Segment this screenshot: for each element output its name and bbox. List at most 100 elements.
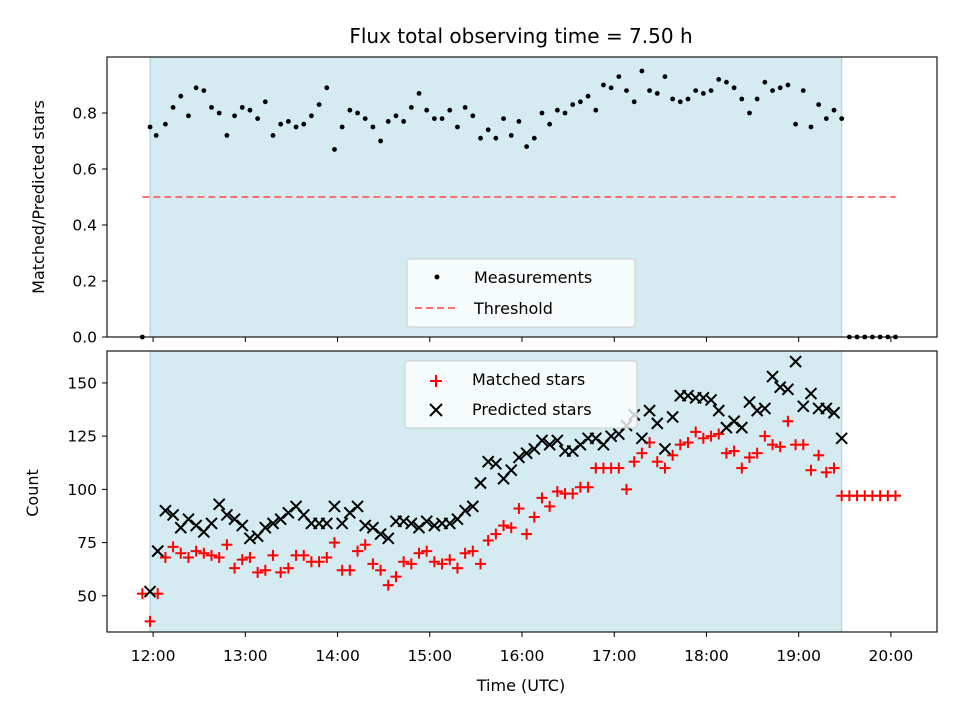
measurement-point [301,121,307,127]
matched-point [190,545,202,557]
measurement-point [478,135,483,141]
x-tick-label: 14:00 [315,647,360,665]
predicted-point [797,400,810,413]
legend-matched-label: Matched stars [472,370,585,389]
top-legend-box [406,258,636,328]
matched-point [252,566,264,578]
matched-point [536,492,548,504]
measurement-point [524,144,530,150]
measurement-point [570,102,576,107]
measurement-point [401,119,407,124]
matched-point [229,562,241,574]
matched-point [206,549,218,561]
measurement-point [601,82,606,88]
matched-point [152,588,164,600]
measurement-point [385,119,391,124]
measurement-point [485,127,491,133]
predicted-point [351,500,364,513]
matched-point [743,451,755,463]
legend-measurements-label: Measurements [474,268,592,287]
predicted-point [835,432,848,445]
predicted-point [551,434,564,447]
matched-point [144,615,156,627]
measurement-point [716,77,722,82]
x-tick-label: 12:00 [131,647,176,665]
measurement-point [462,105,468,110]
predicted-point [466,500,480,513]
predicted-point [166,508,180,522]
measurement-point [777,85,783,91]
predicted-point [236,519,249,532]
predicted-point [697,391,710,405]
measurement-point [554,107,560,113]
measurement-point [262,99,268,105]
measurement-point [639,68,645,74]
measurement-point [693,88,699,93]
matched-point [751,447,763,459]
matched-point [628,456,640,468]
matched-point [505,522,517,534]
measurement-point [278,121,284,127]
matched-point [352,545,364,557]
measurement-point [685,96,691,102]
measurement-point [593,107,599,113]
bottom-y-tick-label: 150 [67,374,97,392]
matched-point [198,547,210,559]
matched-point [282,562,294,574]
measurement-point [747,110,752,116]
predicted-point [658,442,672,456]
predicted-point [666,410,679,424]
predicted-point [481,455,495,468]
measurement-point [393,113,399,119]
measurement-point [823,116,829,121]
predicted-point [651,417,664,430]
measurement-point [816,102,822,107]
bottom-marks [136,355,901,627]
measurement-point [585,93,591,99]
matched-point [275,566,287,578]
matched-point [159,551,171,563]
measurement-point [209,105,214,110]
measurement-point [724,79,729,85]
predicted-point [328,500,341,513]
matched-point [413,547,425,559]
matched-point [482,534,494,546]
bottom-ticks: 12:00 13:00 14:00 15:00 16:00 17:00 18:00 19:00… [67,374,913,665]
matched-point [697,432,709,444]
measurement-point [700,91,706,96]
measurement-point [332,147,337,152]
matched-point [528,511,540,523]
predicted-point [643,404,656,417]
bottom-legend: Matched stars Predicted stars [404,360,638,429]
matched-point [428,556,440,568]
measurement-point [232,113,237,119]
measurement-point [800,88,806,93]
measurement-point [239,105,245,110]
matched-point [797,439,809,451]
measurement-point [316,102,322,107]
matched-point [459,547,471,559]
matched-point [298,549,310,561]
measurement-point [224,133,230,138]
predicted-point [259,521,272,534]
matched-point [321,551,333,563]
measurement-point [616,74,622,79]
matched-point [182,551,194,563]
predicted-point [520,446,533,460]
measurement-point [324,85,330,91]
measurement-point [839,116,845,121]
x-tick-label: 16:00 [500,647,545,665]
matched-point [259,564,271,576]
measurement-point [578,99,583,105]
measurement-point [424,107,430,113]
matched-point [213,551,225,563]
matched-point [328,537,340,549]
measurement-point [470,113,476,119]
matched-point [236,554,248,566]
matched-point [767,439,779,451]
matched-point [167,541,179,553]
measurement-point [731,85,737,91]
matched-point [521,528,533,540]
x-tick-label: 19:00 [776,647,821,665]
measurement-point [493,135,499,141]
